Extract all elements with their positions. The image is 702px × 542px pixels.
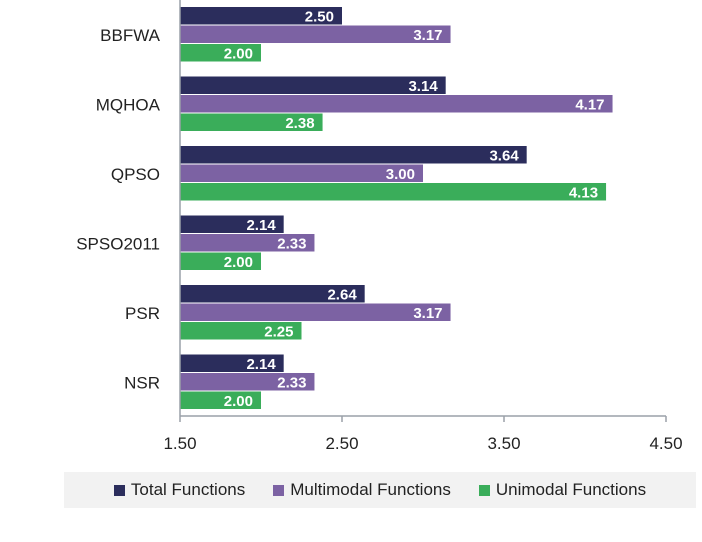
- x-tick-label-3: 4.50: [649, 434, 682, 453]
- bar-psr-1: [180, 303, 451, 321]
- bar-qpso-0: [180, 146, 527, 164]
- category-label-nsr: NSR: [124, 373, 160, 392]
- bar-label-qpso-2: 4.13: [569, 184, 598, 201]
- bar-mqhoa-1: [180, 95, 613, 113]
- legend-item-unimodal: Unimodal Functions: [478, 480, 647, 500]
- legend-label-unimodal: Unimodal Functions: [495, 480, 647, 499]
- bar-label-mqhoa-2: 2.38: [285, 115, 314, 132]
- bar-label-bbfwa-2: 2.00: [224, 45, 253, 62]
- bar-label-bbfwa-0: 2.50: [305, 8, 334, 25]
- bar-label-qpso-1: 3.00: [386, 166, 415, 183]
- bar-nsr-0: [180, 354, 284, 372]
- bar-label-nsr-0: 2.14: [246, 356, 276, 373]
- x-tick-label-1: 2.50: [325, 434, 358, 453]
- bar-mqhoa-0: [180, 76, 446, 94]
- legend-swatch-unimodal: [478, 484, 490, 496]
- x-tick-label-2: 3.50: [487, 434, 520, 453]
- bar-label-spso2011-1: 2.33: [277, 235, 306, 252]
- bar-label-mqhoa-1: 4.17: [575, 96, 604, 113]
- category-label-spso2011: SPSO2011: [76, 234, 160, 253]
- bar-label-bbfwa-1: 3.17: [413, 27, 442, 44]
- bar-label-mqhoa-0: 3.14: [408, 78, 438, 95]
- bar-label-nsr-1: 2.33: [277, 374, 306, 391]
- legend: Total Functions Multimodal Functions Uni…: [64, 472, 696, 508]
- bar-label-spso2011-0: 2.14: [246, 217, 276, 234]
- bar-nsr-2: [180, 391, 261, 409]
- bar-mqhoa-2: [180, 113, 323, 131]
- bar-psr-2: [180, 322, 302, 340]
- bar-label-psr-2: 2.25: [264, 323, 293, 340]
- bar-bbfwa-1: [180, 25, 451, 43]
- legend-label-total: Total Functions: [130, 480, 246, 499]
- bar-spso2011-1: [180, 234, 315, 252]
- bar-label-qpso-0: 3.64: [489, 147, 519, 164]
- bar-label-psr-0: 2.64: [327, 286, 357, 303]
- legend-swatch-total: [113, 484, 125, 496]
- category-label-bbfwa: BBFWA: [100, 26, 160, 45]
- bar-bbfwa-2: [180, 44, 261, 62]
- legend-item-multimodal: Multimodal Functions: [273, 480, 451, 500]
- x-tick-label-0: 1.50: [163, 434, 196, 453]
- legend-item-total: Total Functions: [113, 480, 246, 500]
- legend-swatch-multimodal: [273, 484, 285, 496]
- bar-label-psr-1: 3.17: [413, 305, 442, 322]
- category-label-psr: PSR: [125, 304, 160, 323]
- category-label-qpso: QPSO: [111, 165, 160, 184]
- bar-nsr-1: [180, 373, 315, 391]
- bar-bbfwa-0: [180, 7, 342, 25]
- bar-psr-0: [180, 285, 365, 303]
- category-label-mqhoa: MQHOA: [96, 95, 161, 114]
- bar-qpso-2: [180, 183, 607, 201]
- bar-spso2011-0: [180, 215, 284, 233]
- bar-spso2011-2: [180, 252, 261, 270]
- bar-label-nsr-2: 2.00: [224, 393, 253, 410]
- legend-label-multimodal: Multimodal Functions: [290, 480, 451, 499]
- bar-chart: 2.50 3.17 2.00 BBFWA 3.14 4.17 2.38 MQHOA 3.64 3.…: [76, 0, 683, 453]
- bar-qpso-1: [180, 164, 423, 182]
- bar-label-spso2011-2: 2.00: [224, 254, 253, 271]
